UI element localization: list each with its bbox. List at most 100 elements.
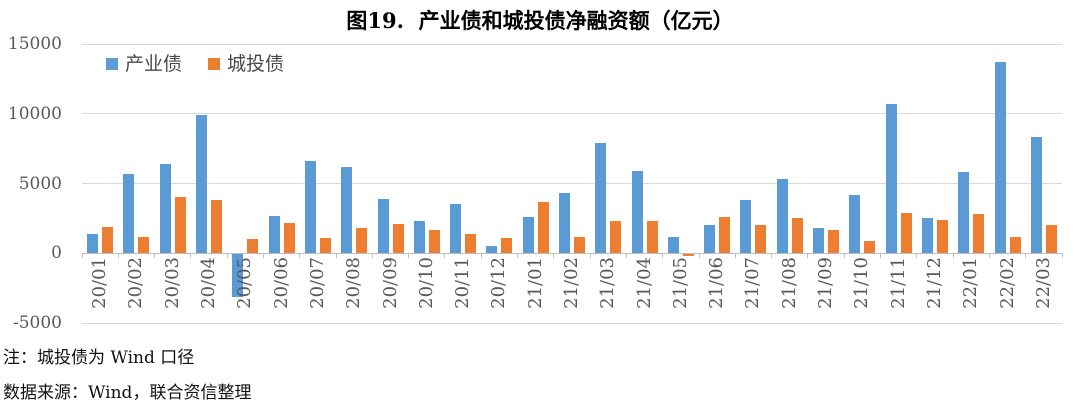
x-axis-label: 20/01 [89,257,111,310]
x-axis-label: 20/06 [270,257,292,310]
bar-urban-21/04 [646,221,658,254]
bar-industrial-20/07 [304,161,316,254]
x-axis-label: 20/03 [161,257,183,310]
x-axis-tick [952,253,954,259]
x-axis-tick [734,253,736,259]
bar-industrial-20/05 [232,254,244,298]
bar-urban-21/09 [828,229,840,254]
bar-industrial-20/02 [123,173,135,254]
bar-industrial-22/03 [1030,137,1042,254]
x-axis-label: 20/12 [488,257,510,310]
bar-industrial-21/06 [704,225,716,254]
gridline [82,322,1062,324]
x-axis-tick [662,253,664,259]
bar-urban-21/07 [755,225,767,254]
bar-industrial-20/09 [377,198,389,254]
x-axis-tick [916,253,918,259]
gridline [82,113,1062,115]
legend-item-industrial: 产业债 [106,54,182,74]
legend: 产业债 城投债 [106,54,284,74]
x-axis-tick [698,253,700,259]
x-axis-label: 21/08 [778,257,800,310]
x-axis-label: 22/02 [996,257,1018,310]
x-axis-tick [589,253,591,259]
bar-industrial-21/02 [559,193,570,254]
x-axis-label: 21/06 [706,257,728,310]
x-axis-tick [1061,253,1063,259]
x-axis-tick [226,253,228,259]
bar-urban-21/06 [719,216,731,254]
x-axis-tick [480,253,482,259]
x-axis-label: 20/07 [306,257,328,310]
bar-urban-20/08 [356,228,368,254]
chart-title: 图19. 产业债和城投债净融资额（亿元） [346,8,734,33]
bar-industrial-21/05 [667,236,679,254]
x-axis-tick [299,253,301,259]
bar-industrial-21/01 [522,216,534,254]
bar-industrial-21/03 [595,143,607,254]
x-axis-label: 21/04 [633,257,655,310]
y-axis-tick-label: 10000 [7,103,62,124]
bar-industrial-21/09 [813,228,825,254]
bar-industrial-21/12 [921,218,933,254]
x-axis-label: 20/02 [125,257,147,310]
bar-industrial-20/08 [341,166,353,254]
x-axis-tick [81,253,83,259]
y-axis-tick-label: -5000 [12,313,62,333]
x-axis-tick [117,253,119,259]
x-axis-tick [553,253,555,259]
bar-urban-22/01 [973,214,985,254]
bar-urban-20/06 [283,222,295,254]
bar-industrial-20/10 [413,221,425,254]
bar-urban-21/10 [864,240,876,254]
x-axis-tick [1025,253,1027,259]
bar-urban-21/12 [936,219,948,254]
bar-urban-20/12 [501,237,513,254]
gridline [82,43,1062,45]
bar-industrial-20/03 [159,163,171,254]
x-axis-label: 21/11 [887,257,909,310]
bar-urban-20/04 [211,200,223,254]
bar-industrial-21/11 [885,103,897,254]
bar-urban-21/05 [682,254,694,257]
x-axis-tick [444,253,446,259]
gridline [82,183,1062,184]
bar-industrial-21/07 [740,200,752,254]
x-axis-label: 21/03 [597,257,619,310]
x-axis-label: 22/01 [960,257,982,310]
x-axis-label: 21/12 [923,257,945,310]
x-axis-label: 22/03 [1032,257,1054,310]
bar-urban-21/03 [610,221,622,254]
plot-area: 产业债 城投债 20/01 20/02 20/03 20/04 20/05 20/06 20… [81,43,1063,324]
y-axis-tick-label: 5000 [18,173,62,194]
bar-urban-20/07 [319,237,331,254]
chart-footnote: 注：城投债为 Wind 口径 [3,348,195,368]
bar-urban-21/01 [537,201,549,254]
legend-label-industrial: 产业债 [125,53,183,75]
data-source: 数据来源：Wind，联合资信整理 [3,383,252,403]
bar-urban-21/02 [574,236,585,254]
x-axis-label: 20/05 [234,257,256,310]
legend-swatch-industrial-icon [106,58,118,70]
legend-swatch-urban-icon [208,58,221,70]
bar-industrial-20/06 [268,215,280,254]
x-axis-tick [625,253,627,259]
x-axis-label: 20/11 [452,257,474,310]
x-axis-tick [335,253,337,259]
legend-item-urban: 城投债 [208,54,284,74]
x-axis-tick [988,253,990,259]
bar-industrial-20/01 [87,233,99,254]
bar-urban-20/11 [465,233,477,254]
bar-industrial-22/02 [994,62,1006,254]
bar-industrial-20/04 [196,115,208,254]
x-axis-tick [771,253,773,259]
bar-industrial-21/08 [776,179,788,254]
bar-urban-21/11 [900,212,912,254]
bar-urban-20/09 [392,223,404,254]
x-axis-line [82,252,1062,254]
x-axis-tick [262,253,264,259]
x-axis-label: 21/09 [815,257,837,310]
bar-urban-22/02 [1009,236,1021,254]
x-axis-label: 20/09 [379,257,401,310]
